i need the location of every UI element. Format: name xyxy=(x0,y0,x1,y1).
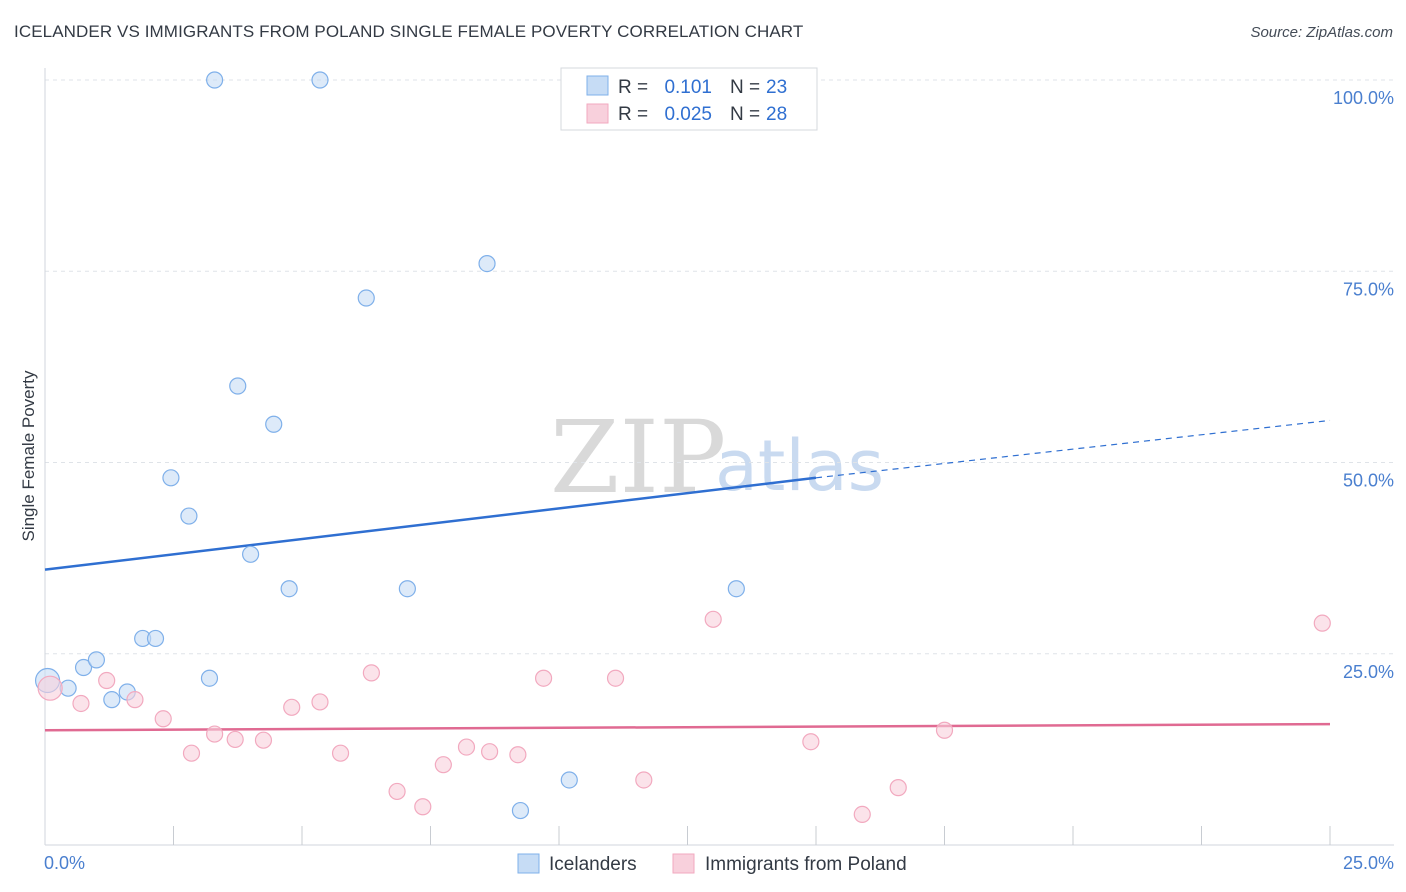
trend-line-poland xyxy=(44,722,1331,732)
poland-point xyxy=(362,664,380,682)
series-legend-label-icelanders: Icelanders xyxy=(549,854,637,875)
poland-point xyxy=(37,675,63,701)
poland-point xyxy=(1313,614,1331,632)
legend-r-value: 0.101 xyxy=(664,77,712,98)
icelanders-point xyxy=(398,580,416,598)
icelanders-point xyxy=(200,669,219,687)
series-legend-swatch-poland xyxy=(672,853,695,874)
chart-title: ICELANDER VS IMMIGRANTS FROM POLAND SING… xyxy=(14,22,804,41)
legend-n-value: 28 xyxy=(766,104,787,125)
y-tick-label: 50.0% xyxy=(1343,471,1394,491)
poland-point xyxy=(704,610,722,628)
legend-swatch-icelanders xyxy=(586,75,609,96)
poland-point xyxy=(388,782,406,801)
y-tick-label: 75.0% xyxy=(1343,279,1394,299)
icelanders-point xyxy=(103,691,121,709)
icelanders-point xyxy=(280,580,298,598)
series-legend-label-poland: Immigrants from Poland xyxy=(705,854,907,875)
icelanders-point xyxy=(511,801,530,820)
trend-line-icelanders xyxy=(44,476,817,571)
icelanders-point xyxy=(229,377,247,395)
poland-point xyxy=(331,744,350,762)
trend-line-extension xyxy=(815,419,1331,479)
legend-r-label: R = xyxy=(618,77,648,98)
poland-point xyxy=(98,671,116,690)
poland-point xyxy=(126,691,144,709)
poland-point xyxy=(802,733,820,751)
axis-layer xyxy=(44,68,1394,846)
poland-point xyxy=(226,730,244,749)
stats-legend: R = 0.101 N = 23 R = 0.025 N = 28 xyxy=(560,67,818,131)
legend-n-value: 23 xyxy=(766,77,787,98)
poland-point xyxy=(154,710,172,728)
trend-layer xyxy=(44,419,1331,732)
y-tick-label: 25.0% xyxy=(1343,662,1394,682)
y-tick-label: 100.0% xyxy=(1333,88,1394,108)
poland-point xyxy=(534,669,553,687)
poland-point xyxy=(434,756,452,774)
icelanders-point xyxy=(727,580,745,598)
poland-point xyxy=(72,694,90,713)
legend-n-label: N = xyxy=(730,77,760,98)
icelanders-point xyxy=(87,651,106,669)
icelanders-point xyxy=(265,415,283,433)
x-tick-label-max: 25.0% xyxy=(1343,853,1394,873)
x-tick-label-min: 0.0% xyxy=(44,853,85,873)
x-tick-layer xyxy=(173,826,1331,845)
poland-point xyxy=(414,798,432,816)
icelanders-point xyxy=(357,289,375,307)
legend-n-label: N = xyxy=(730,104,760,125)
poland-point xyxy=(206,725,224,743)
source-label: Source: ZipAtlas.com xyxy=(1250,24,1393,41)
icelanders-point xyxy=(162,469,180,487)
poland-point xyxy=(935,721,954,739)
poland-point xyxy=(889,779,907,797)
icelanders-point xyxy=(180,507,198,525)
poland-point xyxy=(311,693,329,711)
poland-point xyxy=(481,743,499,761)
poland-point xyxy=(457,738,476,756)
poland-point xyxy=(635,771,653,789)
icelanders-point xyxy=(206,71,224,89)
icelanders-point xyxy=(74,658,93,677)
icelanders-point xyxy=(146,629,165,648)
icelanders-point xyxy=(560,771,578,789)
watermark-zip: ZIP xyxy=(550,399,726,516)
point-layer xyxy=(34,71,1331,824)
icelanders-point xyxy=(311,71,329,89)
watermark-atlas: atlas xyxy=(715,425,884,507)
icelanders-point xyxy=(242,545,260,563)
legend-r-label: R = xyxy=(618,104,648,125)
poland-point xyxy=(283,698,301,716)
grid-layer xyxy=(45,79,1394,655)
series-legend: Icelanders Immigrants from Poland xyxy=(517,853,907,875)
y-tick-label-layer: 100.0% 75.0% 50.0% 25.0% xyxy=(1333,88,1394,682)
poland-point xyxy=(853,805,871,824)
icelanders-point xyxy=(478,255,496,273)
poland-point xyxy=(254,731,273,749)
poland-point xyxy=(509,746,527,764)
legend-swatch-poland xyxy=(586,103,609,124)
y-axis-title: Single Female Poverty xyxy=(19,370,38,542)
poland-point xyxy=(182,744,201,762)
legend-r-value: 0.025 xyxy=(664,104,712,125)
series-legend-swatch-icelanders xyxy=(517,853,540,874)
poland-point xyxy=(606,669,625,687)
